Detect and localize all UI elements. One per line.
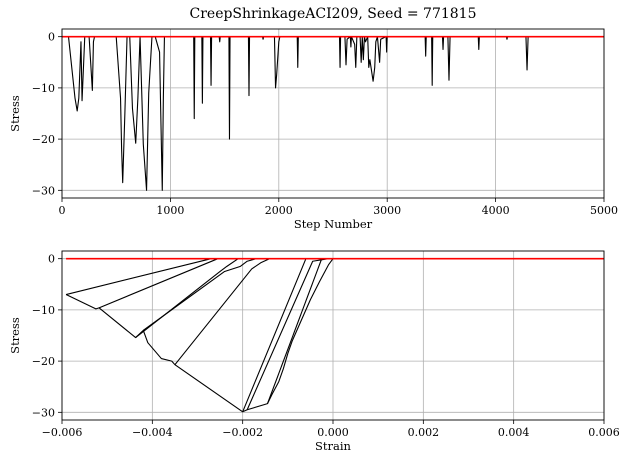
bottom-series-line-7 (246, 258, 329, 410)
bottom-series-line-2 (98, 258, 219, 309)
top-xtick-label-4: 4000 (482, 204, 510, 217)
bottom-xtick-label-3: 0.000 (317, 426, 349, 439)
bottom-ytick-label-2: −20 (32, 355, 55, 368)
bottom-series-line-4 (142, 258, 257, 331)
bottom-series-line-6 (242, 258, 307, 413)
top-ytick-label-0: 0 (48, 31, 55, 44)
top-xtick-label-3: 3000 (373, 204, 401, 217)
bottom-series-line-1 (65, 258, 212, 296)
top-series-line-0 (62, 36, 604, 191)
bottom-xlabel: Strain (315, 439, 352, 453)
bottom-ytick-label-1: −10 (32, 304, 55, 317)
bottom-ytick-label-3: −30 (32, 406, 55, 419)
bottom-xtick-label-1: −0.004 (132, 426, 173, 439)
top-ytick-label-3: −30 (32, 184, 55, 197)
top-xtick-label-5: 5000 (590, 204, 618, 217)
panel-strain-stress: −0.006 −0.004 −0.002 0.000 0.002 0.004 0.006 0 −… (8, 250, 620, 453)
top-ytick-label-2: −20 (32, 133, 55, 146)
top-ytick-label-1: −10 (32, 82, 55, 95)
bottom-xtick-label-5: 0.004 (498, 426, 530, 439)
top-xlabel: Step Number (294, 217, 373, 231)
top-xtick-label-2: 2000 (265, 204, 293, 217)
bottom-ytick-label-0: 0 (48, 253, 55, 266)
top-xtick-label-0: 0 (59, 204, 66, 217)
top-ylabel: Stress (8, 95, 22, 132)
panel-step-stress: 0 1000 2000 3000 4000 5000 0 −10 −20 −30 Step Numb… (8, 28, 618, 231)
bottom-xtick-label-6: 0.006 (588, 426, 620, 439)
bottom-xtick-label-2: −0.002 (222, 426, 263, 439)
top-axes-frame (61, 28, 605, 199)
bottom-xtick-label-0: −0.006 (42, 426, 83, 439)
bottom-series-group (65, 257, 604, 413)
bottom-series-line-5 (174, 258, 270, 366)
bottom-series-line-3 (135, 258, 239, 338)
bottom-series-line-8 (266, 258, 323, 404)
top-xtick-label-1: 1000 (156, 204, 184, 217)
bottom-xtick-label-4: 0.002 (408, 426, 440, 439)
bottom-ylabel: Stress (8, 317, 22, 354)
chart-title: CreepShrinkageACI209, Seed = 771815 (189, 6, 477, 22)
top-series-group (62, 35, 604, 191)
